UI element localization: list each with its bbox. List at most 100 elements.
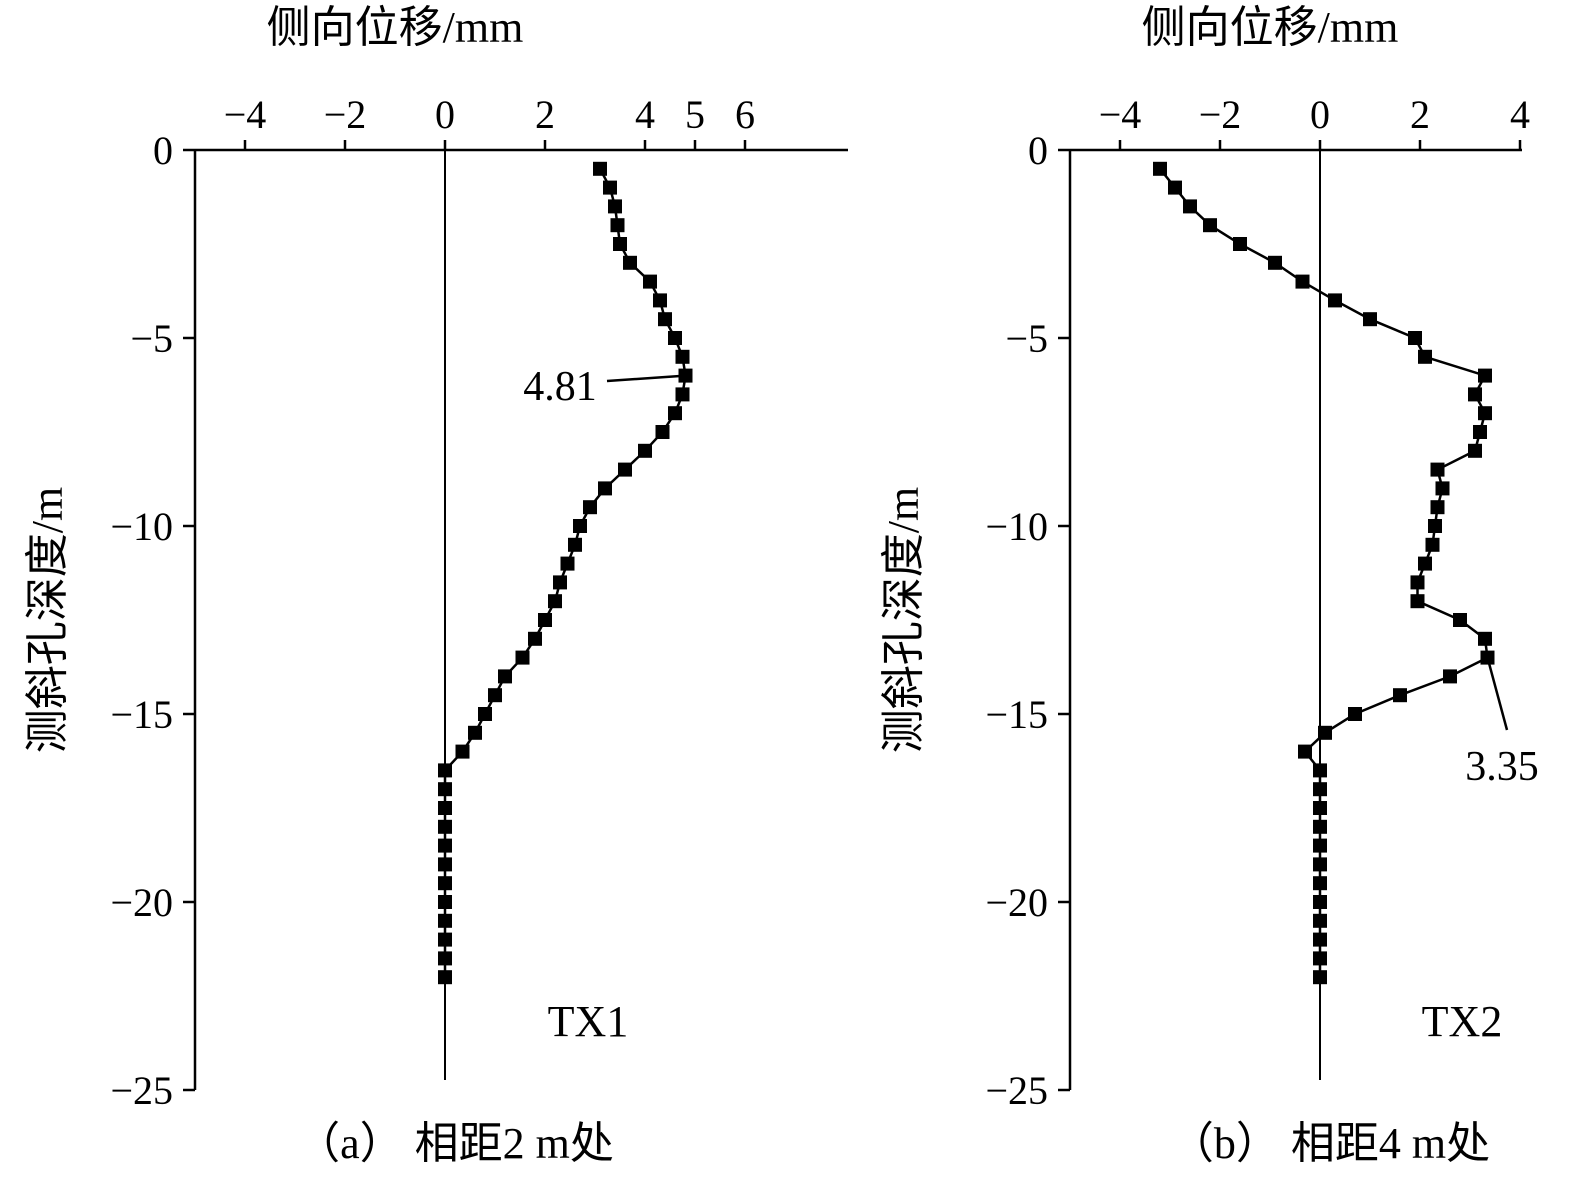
- panel-caption: （b） 相距4 m处: [1170, 1119, 1490, 1168]
- data-point: [1348, 707, 1362, 721]
- data-point: [653, 293, 667, 308]
- x-tick-label: 4: [635, 92, 655, 137]
- data-point: [1393, 688, 1407, 703]
- y-tick-label: −20: [985, 880, 1048, 925]
- data-point: [1478, 631, 1492, 646]
- x-tick-label: 2: [535, 92, 555, 137]
- data-point: [1408, 331, 1422, 345]
- data-point: [438, 782, 452, 797]
- data-point: [1453, 613, 1467, 627]
- data-point: [438, 913, 452, 928]
- data-point: [438, 857, 452, 872]
- data-point: [573, 519, 587, 533]
- data-point: [655, 425, 670, 439]
- y-tick-label: −25: [985, 1068, 1048, 1113]
- data-point: [638, 443, 652, 458]
- data-point: [1473, 425, 1487, 439]
- data-point: [528, 631, 542, 646]
- data-point: [515, 650, 530, 665]
- data-point: [1233, 237, 1247, 251]
- data-point: [1318, 725, 1332, 740]
- data-point: [1410, 575, 1425, 590]
- x-tick-label: −4: [1099, 92, 1142, 137]
- x-tick-label: 0: [435, 92, 455, 137]
- data-point: [1268, 255, 1282, 270]
- data-point: [478, 707, 492, 721]
- data-point: [618, 462, 632, 477]
- y-axis-title: 测斜孔深度/m: [23, 487, 72, 753]
- data-point: [1298, 744, 1312, 759]
- x-tick-label: −2: [324, 92, 367, 137]
- y-tick-label: −15: [985, 692, 1048, 737]
- data-point: [1153, 161, 1167, 176]
- x-tick-label: 4: [1510, 92, 1530, 137]
- data-point: [488, 688, 502, 703]
- data-point: [1468, 443, 1482, 458]
- data-point: [610, 218, 625, 233]
- data-point: [438, 876, 452, 891]
- data-point: [608, 199, 622, 214]
- x-tick-label: −2: [1199, 92, 1242, 137]
- data-point: [438, 951, 452, 966]
- y-tick-label: 0: [1028, 128, 1048, 173]
- data-point: [1313, 819, 1327, 834]
- y-axis-title: 测斜孔深度/m: [879, 487, 928, 753]
- data-point: [1313, 801, 1327, 815]
- annotation-leader-line: [1486, 657, 1509, 731]
- data-point: [1428, 519, 1442, 533]
- x-axis-title: 侧向位移/mm: [267, 3, 524, 52]
- y-tick-label: −25: [110, 1068, 173, 1113]
- panel-b: 侧向位移/mm 测斜孔深度/m TX2 （b） 相距4 m处 −4 −2 0 2 40−…: [879, 3, 1539, 1168]
- annotation-label: 3.35: [1465, 744, 1539, 790]
- annotation-leader-line: [606, 374, 686, 383]
- data-point: [1430, 500, 1445, 515]
- data-point: [1478, 406, 1492, 421]
- data-point: [675, 387, 690, 402]
- data-point: [1313, 782, 1327, 797]
- data-point: [1313, 970, 1327, 985]
- y-tick-label: −15: [110, 692, 173, 737]
- y-tick-label: −10: [110, 504, 173, 549]
- series-line: [443, 168, 687, 978]
- x-tick-label: −4: [224, 92, 267, 137]
- data-point: [583, 500, 597, 515]
- data-point: [455, 744, 470, 759]
- annotation-label: 4.81: [523, 364, 597, 410]
- panel-caption: （a） 相距2 m处: [296, 1119, 614, 1168]
- data-point: [438, 801, 452, 815]
- data-point: [613, 237, 627, 251]
- data-point: [438, 895, 452, 909]
- data-point: [438, 763, 452, 778]
- data-point: [438, 970, 452, 985]
- data-point: [438, 932, 452, 947]
- data-point: [1435, 481, 1450, 496]
- data-point: [1425, 537, 1440, 552]
- data-point: [468, 725, 482, 740]
- data-point: [623, 255, 637, 270]
- data-point: [593, 161, 607, 176]
- data-point: [1313, 876, 1327, 891]
- data-point: [1363, 312, 1377, 327]
- panel-a: 侧向位移/mm 测斜孔深度/m TX1 （a） 相距2 m处 −4 −2 0 2 4 5 6…: [23, 3, 848, 1168]
- y-tick-label: −10: [985, 504, 1048, 549]
- data-point: [538, 613, 552, 627]
- data-point: [1418, 556, 1432, 571]
- data-point: [668, 331, 682, 345]
- y-tick-label: −5: [1005, 316, 1048, 361]
- data-point: [1168, 180, 1182, 195]
- data-point: [598, 481, 612, 496]
- series-line: [1159, 168, 1489, 978]
- data-point: [560, 556, 575, 571]
- series-label: TX1: [548, 997, 629, 1046]
- data-point: [1443, 669, 1457, 684]
- data-point: [1418, 349, 1432, 364]
- x-tick-label: 6: [735, 92, 755, 137]
- series-label: TX2: [1422, 997, 1503, 1046]
- data-point: [1430, 462, 1445, 477]
- data-point: [1313, 951, 1327, 966]
- data-point: [1313, 763, 1327, 778]
- data-point: [1295, 274, 1310, 289]
- x-tick-label: 0: [1310, 92, 1330, 137]
- data-point: [498, 669, 512, 684]
- data-point: [1313, 838, 1327, 853]
